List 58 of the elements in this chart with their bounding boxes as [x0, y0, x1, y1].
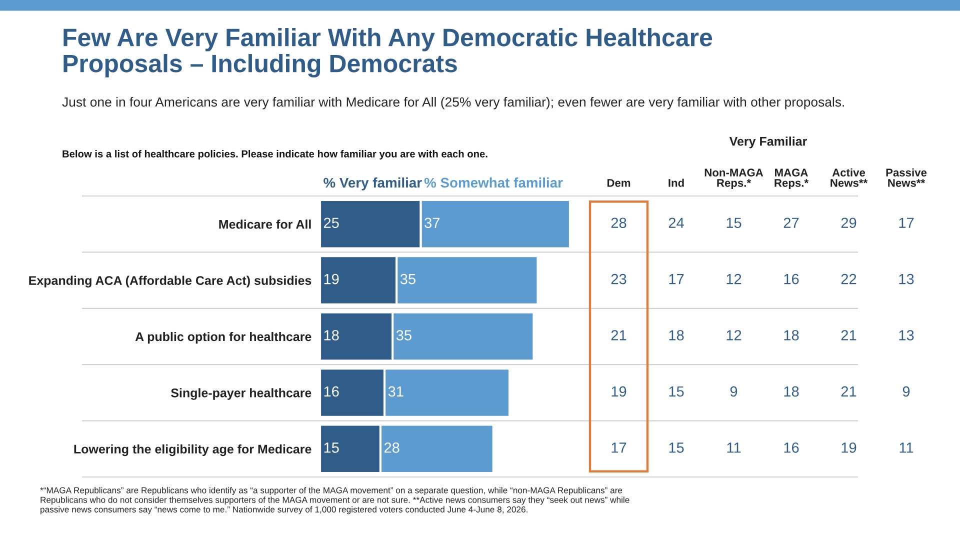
- data-label: 31: [388, 386, 404, 397]
- y-tick-label: Expanding ACA (Affordable Care Act) subsidies: [29, 276, 312, 288]
- x-tick-label: Passive News**: [886, 168, 927, 187]
- data-label: 35: [396, 330, 412, 340]
- data-label: 11: [900, 442, 914, 453]
- data-label: 13: [899, 330, 914, 340]
- data-label: 18: [669, 330, 684, 340]
- data-label: 11: [727, 442, 741, 453]
- x-tick-label: Non-MAGA Reps.*: [704, 168, 764, 190]
- data-label: 21: [611, 330, 626, 340]
- data-label: 18: [324, 330, 339, 340]
- data-label: 28: [611, 218, 626, 228]
- data-label: 15: [726, 218, 742, 228]
- y-tick-label: Medicare for All: [219, 220, 311, 229]
- data-label: 24: [668, 218, 684, 228]
- y-tick-label: Single-payer healthcare: [171, 388, 312, 400]
- data-label: 15: [324, 442, 339, 453]
- data-label: 25: [324, 218, 339, 228]
- series-label: % Very familiar: [324, 177, 422, 190]
- data-label: 18: [784, 386, 799, 397]
- data-label: 16: [784, 274, 799, 284]
- data-label: 19: [842, 442, 856, 453]
- data-label: 15: [669, 386, 684, 397]
- text: *“MAGA Republicans” are Republicans who identify as “a supporter of the MAGA movement” on a separate question, while “non-MAGA Republicans” are Republicans who do not consider themselves supporters of the MAGA movement or are not sure. **Active news consumers say they “seek out news” while passive news consumers say “news come to me.” Nationwide survey of 1,000 registered voters conducted June 4-June 8, 2026.: [40, 487, 630, 514]
- x-tick-label: MAGA Reps.*: [774, 168, 809, 190]
- data-label: 37: [424, 218, 440, 228]
- data-label: 17: [669, 274, 684, 284]
- data-label: 22: [841, 274, 856, 284]
- chart-title: Very Familiar: [729, 136, 807, 148]
- chart-title: Few Are Very Familiar With Any Democratic Healthcare Proposals – Including Democrats: [64, 28, 712, 78]
- text: Below is a list of healthcare policies. Please indicate how familiar you are with each one.: [62, 150, 488, 160]
- data-label: 29: [841, 218, 856, 228]
- x-tick-label: Ind: [668, 178, 684, 187]
- series-label: % Somewhat familiar: [424, 177, 563, 188]
- data-label: 18: [784, 330, 799, 340]
- data-label: 28: [384, 442, 400, 453]
- data-label: 35: [400, 274, 416, 284]
- data-label: 23: [611, 274, 626, 284]
- data-label: 15: [669, 442, 684, 453]
- data-label: 9: [902, 386, 910, 397]
- x-tick-label: Active News**: [830, 168, 868, 187]
- data-label: 27: [784, 218, 799, 228]
- data-label: 16: [324, 386, 339, 397]
- data-label: 13: [899, 274, 914, 284]
- data-label: 21: [841, 330, 856, 340]
- x-tick-label: Dem: [607, 179, 630, 187]
- y-tick-label: A public option for healthcare: [135, 332, 312, 344]
- data-label: 19: [324, 274, 339, 284]
- y-tick-label: Lowering the eligibility age for Medicare: [74, 444, 312, 456]
- data-label: 12: [726, 274, 742, 284]
- data-label: 9: [730, 386, 738, 397]
- data-label: 19: [612, 386, 626, 397]
- data-label: 16: [784, 442, 799, 453]
- data-label: 17: [612, 442, 626, 453]
- data-label: 17: [899, 218, 914, 228]
- data-label: 21: [841, 386, 856, 396]
- chart-subtitle: Just one in four Americans are very familiar with Medicare for All (25% very familiar); even fewer are very familiar with other proposals.: [62, 97, 844, 110]
- data-label: 12: [726, 330, 742, 340]
